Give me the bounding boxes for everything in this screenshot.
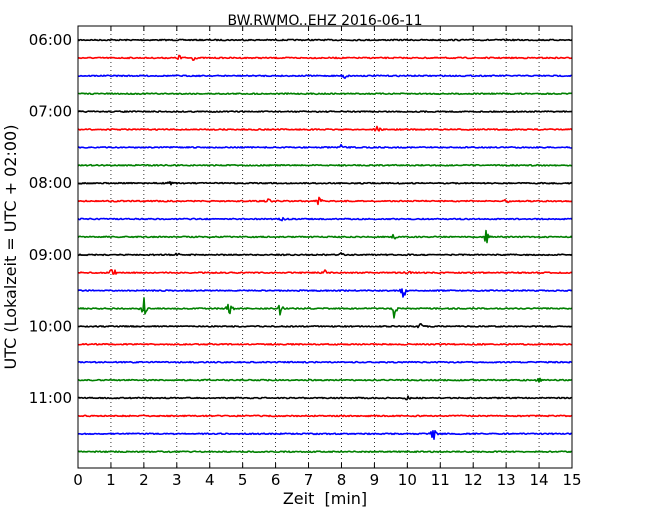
x-tick-label: 3	[172, 471, 182, 489]
x-tick-label: 9	[370, 471, 380, 489]
trace-line	[77, 252, 573, 257]
x-tick-label: 13	[497, 471, 516, 489]
trace-line	[77, 377, 573, 383]
x-tick-label: 2	[139, 471, 149, 489]
x-tick-label: 1	[106, 471, 116, 489]
vertical-grid-lines	[110, 26, 540, 468]
y-axis-label: UTC (Lokalzeit = UTC + 02:00)	[1, 125, 20, 370]
y-tick-label: 11:00	[29, 389, 72, 407]
trace-line	[77, 450, 573, 454]
x-axis-label: Zeit [min]	[283, 489, 367, 508]
trace-line	[77, 38, 573, 42]
trace-line	[77, 414, 573, 418]
trace-line	[77, 180, 573, 186]
y-tick-label: 10:00	[29, 317, 72, 335]
trace-line	[77, 196, 573, 206]
x-axis-ticks: 0 1 2 3 4 5 6 7 8 9 10 11 12 13 14 15	[73, 26, 582, 489]
trace-line	[77, 268, 573, 275]
trace-line	[77, 92, 573, 96]
chart-title: BW.RWMO..EHZ 2016-06-11	[227, 13, 422, 29]
trace-line	[77, 110, 573, 113]
y-tick-label: 09:00	[29, 246, 72, 264]
trace-line	[77, 430, 573, 441]
trace-line	[77, 229, 573, 244]
trace-line	[77, 342, 573, 346]
x-tick-label: 6	[271, 471, 281, 489]
trace-line	[77, 163, 573, 167]
x-tick-label: 5	[238, 471, 248, 489]
trace-line	[77, 322, 573, 329]
trace-lines	[77, 38, 573, 454]
x-tick-label: 15	[562, 471, 581, 489]
trace-line	[77, 395, 572, 401]
trace-line	[77, 74, 573, 80]
x-tick-label: 12	[464, 471, 483, 489]
trace-line	[77, 54, 573, 62]
y-tick-label: 07:00	[29, 103, 72, 121]
x-tick-label: 7	[304, 471, 314, 489]
x-tick-label: 4	[205, 471, 215, 489]
trace-line	[77, 288, 573, 298]
x-tick-label: 10	[398, 471, 417, 489]
y-tick-label: 06:00	[29, 31, 72, 49]
y-axis-ticks: 06:00 07:00 08:00 09:00 10:00 11:00	[29, 31, 572, 407]
trace-line	[77, 216, 573, 222]
x-tick-label: 11	[431, 471, 450, 489]
y-tick-label: 08:00	[29, 174, 72, 192]
x-tick-label: 14	[530, 471, 549, 489]
trace-line	[77, 360, 573, 364]
x-tick-label: 8	[337, 471, 347, 489]
trace-line	[77, 143, 573, 149]
x-tick-label: 0	[73, 471, 83, 489]
trace-line	[77, 125, 573, 132]
plot-frame	[77, 25, 573, 469]
trace-line	[77, 297, 573, 319]
